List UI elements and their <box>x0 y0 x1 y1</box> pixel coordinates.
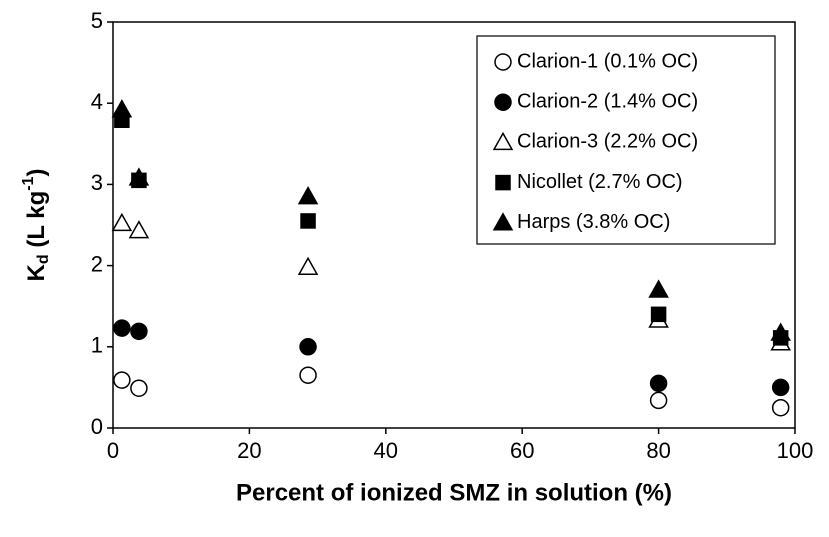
point <box>649 391 668 410</box>
point <box>128 220 150 239</box>
x-tick-label: 80 <box>646 438 670 463</box>
y-tick-label: 3 <box>91 170 103 195</box>
legend-marker <box>495 174 511 191</box>
point <box>650 306 667 323</box>
legend-label: Nicollet (2.7% OC) <box>517 171 683 193</box>
point <box>649 374 668 393</box>
y-axis-label: Kd (L kg-1) <box>20 169 52 282</box>
y-tick-label: 1 <box>91 333 103 358</box>
point <box>297 256 319 275</box>
point <box>299 366 317 384</box>
point <box>111 99 133 118</box>
x-tick-label: 100 <box>777 438 814 463</box>
legend-marker <box>492 212 514 231</box>
y-tick-label: 5 <box>91 8 103 33</box>
legend-label: Clarion-2 (1.4% OC) <box>517 90 698 112</box>
point <box>648 279 669 298</box>
x-tick-label: 0 <box>107 438 119 463</box>
legend-marker <box>492 131 514 151</box>
x-tick-label: 20 <box>237 438 261 463</box>
point <box>299 338 317 356</box>
y-tick-label: 2 <box>91 251 103 276</box>
point <box>113 319 131 337</box>
x-axis-label: Percent of ionized SMZ in solution (%) <box>236 479 672 506</box>
point <box>300 213 316 229</box>
legend-marker <box>494 53 512 71</box>
point <box>297 186 319 205</box>
point <box>130 322 148 341</box>
plot-frame <box>112 21 796 429</box>
x-tick-label: 60 <box>510 438 534 463</box>
legend-label: Clarion-1 (0.1% OC) <box>517 50 698 72</box>
point <box>771 378 790 397</box>
legend-label: Clarion-3 (2.2% OC) <box>517 131 698 153</box>
legend-box <box>476 35 776 245</box>
x-tick-label: 40 <box>374 438 398 463</box>
legend-label: Harps (3.8% OC) <box>517 211 670 233</box>
point <box>111 212 133 232</box>
point <box>113 371 131 389</box>
point <box>771 398 790 417</box>
point <box>130 379 148 397</box>
y-tick-label: 0 <box>91 414 103 439</box>
point <box>770 322 791 341</box>
legend-marker <box>494 93 512 111</box>
point <box>128 167 150 186</box>
y-tick-label: 4 <box>91 89 103 114</box>
